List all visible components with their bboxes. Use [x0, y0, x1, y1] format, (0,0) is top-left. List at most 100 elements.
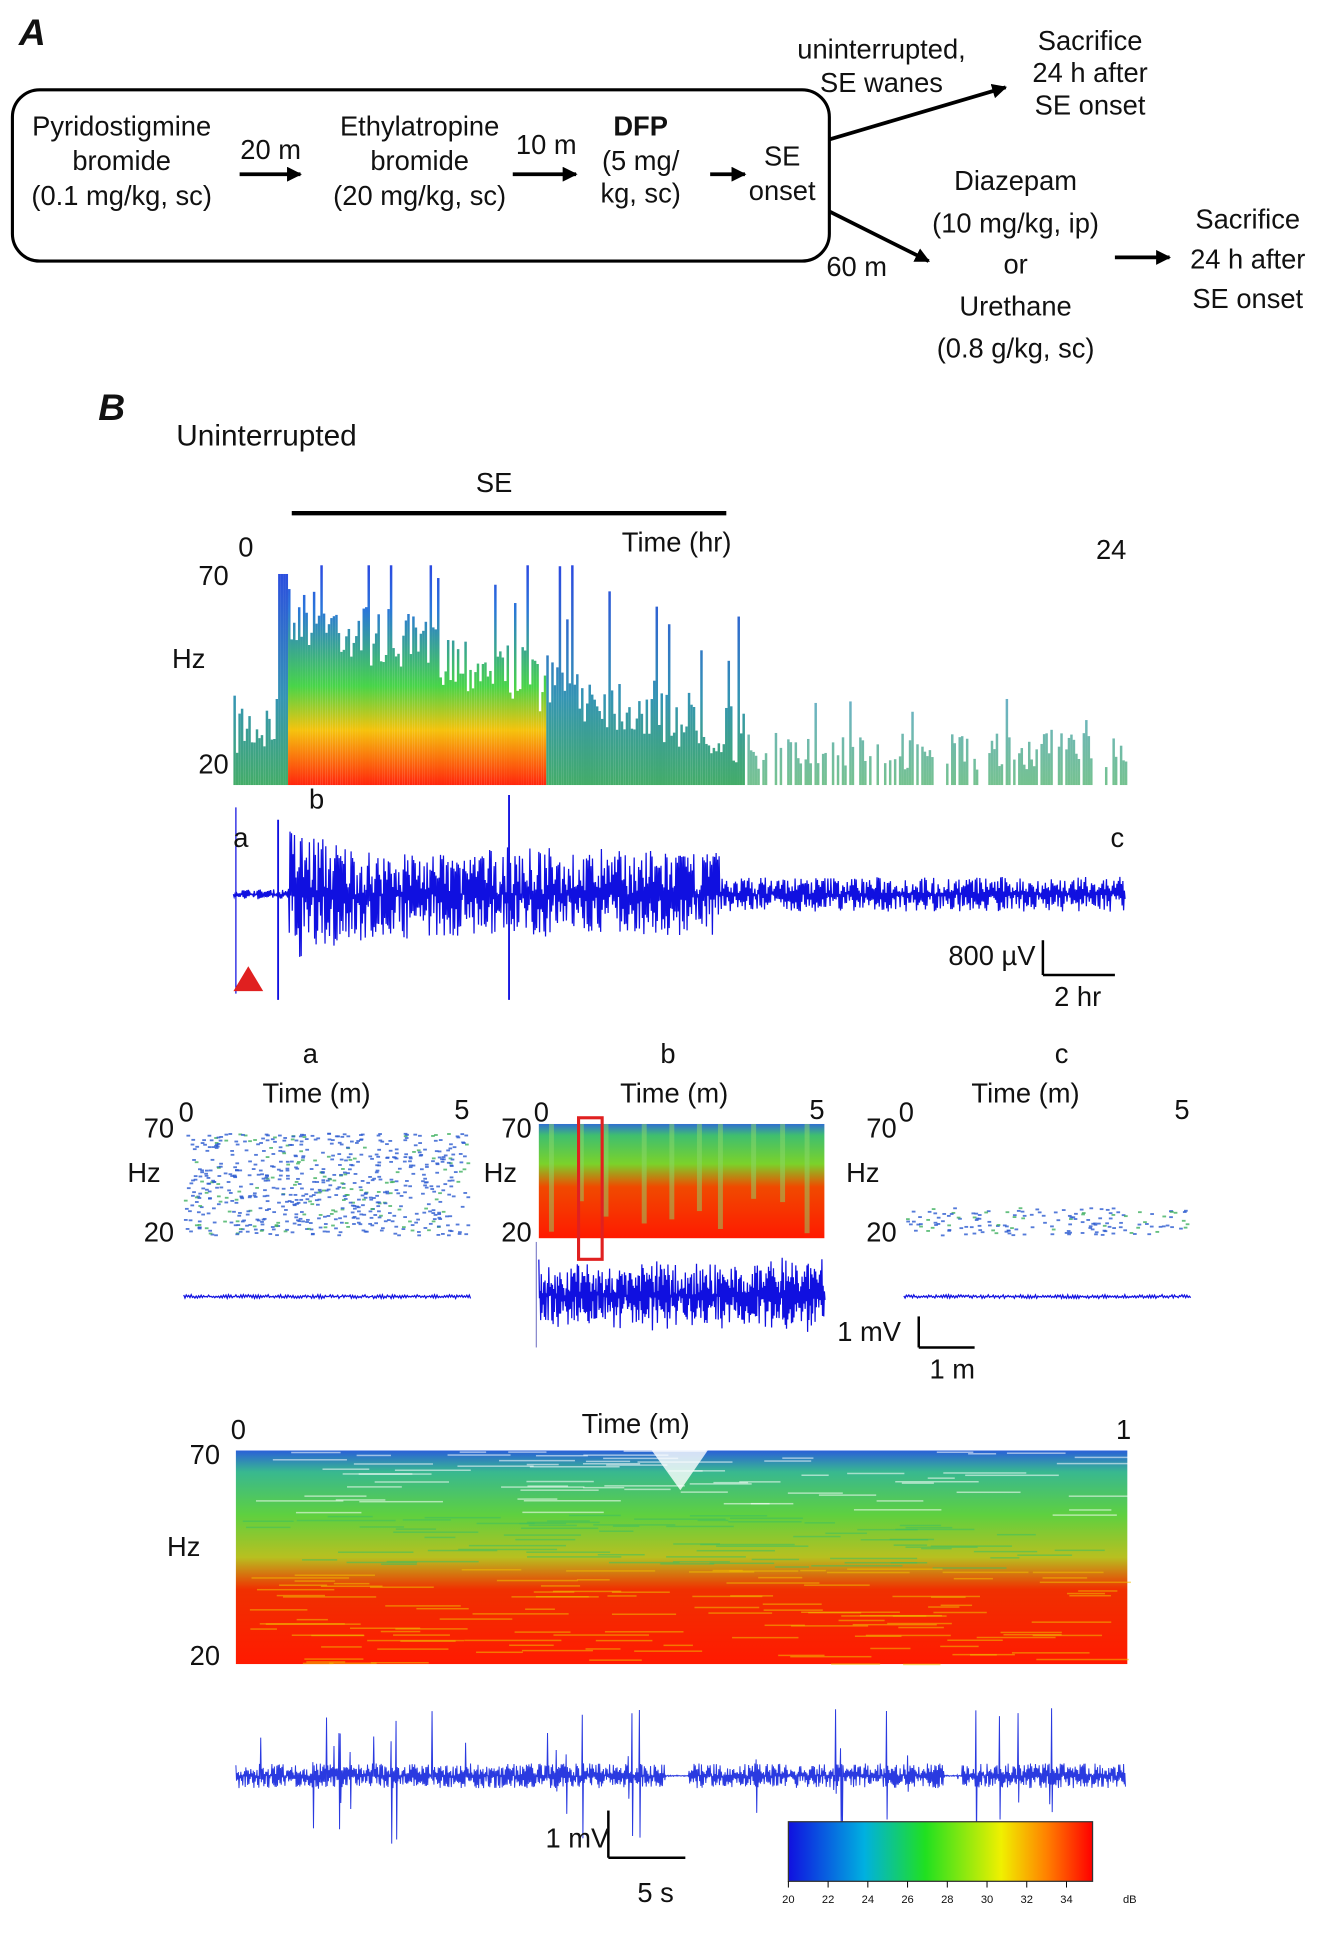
spectrogram-streak [893, 1544, 928, 1546]
spectrogram-dot [346, 1135, 351, 1138]
spectrogram-dot [310, 1203, 315, 1206]
spectrogram-dot [237, 1190, 242, 1193]
spectrogram-dot [448, 1215, 453, 1218]
spectrogram-streak [476, 1522, 535, 1525]
spectrogram-dot [369, 1216, 374, 1219]
spectrogram-dot [459, 1161, 464, 1164]
spectrogram-column [658, 724, 661, 786]
spectrogram-streak [790, 1655, 872, 1658]
spectrogram-dot [1149, 1225, 1154, 1228]
spectrogram-column [404, 620, 408, 786]
spectrogram-dot [431, 1135, 435, 1137]
spectrogram-column [787, 739, 790, 786]
spectrogram-dot [197, 1226, 202, 1229]
spectrogram-stripe [780, 1123, 786, 1203]
spectrogram-dot [1007, 1232, 1012, 1235]
scale-label: 1 m [930, 1353, 976, 1384]
spectrogram-dot [331, 1154, 335, 1157]
spectrogram-streak [603, 1457, 679, 1460]
spectrogram-column [754, 755, 758, 786]
spectrogram-dot [242, 1219, 246, 1222]
spectrogram-dot [346, 1156, 351, 1159]
spectrogram-dot [449, 1185, 454, 1188]
spectrogram-dot [275, 1187, 280, 1190]
layout: A Pyridostigmine bromide (0.1 mg/kg, sc) Eth… [10, 11, 1305, 1908]
spectrogram-dot [273, 1140, 277, 1143]
axis-tick: 70 [190, 1439, 220, 1470]
spectrogram-dot [974, 1212, 979, 1215]
spectrogram-dot [383, 1202, 388, 1205]
spectrogram-column [340, 651, 343, 786]
spectrogram-dot [302, 1136, 307, 1138]
spectrogram-streak [689, 1483, 752, 1485]
spectrogram-column [536, 664, 539, 786]
axis-tick: 0 [231, 1414, 246, 1445]
spectrogram-dot [1097, 1222, 1101, 1225]
spectrogram-dot [926, 1230, 930, 1232]
spectrogram-column [965, 738, 969, 786]
spectrogram-column [367, 565, 370, 786]
spectrogram-dot [403, 1191, 407, 1194]
spectrogram-dot [1137, 1223, 1142, 1226]
spectrogram-dot [235, 1169, 239, 1171]
spectrogram-dot [447, 1234, 451, 1237]
spectrogram-streak [528, 1524, 577, 1527]
spectrogram-column [685, 726, 688, 786]
spectrogram-streak [525, 1608, 555, 1610]
spectrogram-dot [193, 1175, 198, 1178]
spectrogram-dot [248, 1195, 252, 1197]
spectrogram-dot [364, 1230, 369, 1233]
spectrogram-dot [270, 1138, 275, 1141]
treatment-label: Urethane [959, 291, 1071, 322]
spectrogram-dot [248, 1160, 252, 1163]
spectrogram-dot [276, 1221, 281, 1224]
spectrogram-column [1075, 753, 1078, 786]
spectrogram-dot [1037, 1211, 1042, 1214]
spectrogram-streak [990, 1557, 1020, 1559]
spectrogram-column [511, 698, 514, 786]
spectrogram-streak [380, 1630, 421, 1633]
spectrogram-dot [337, 1186, 342, 1189]
spectrogram-dot [447, 1193, 452, 1196]
spectrogram-dot [391, 1180, 395, 1183]
spectrogram-column [449, 680, 452, 786]
spectrogram-streak [672, 1561, 730, 1563]
spectrogram-dot [378, 1133, 382, 1135]
spectrogram-column [804, 759, 808, 786]
spectrogram-streak [666, 1525, 734, 1528]
spectrogram-dot [343, 1173, 348, 1176]
spectrogram-dot [306, 1218, 310, 1221]
colorbar-tick-label: 32 [1021, 1894, 1033, 1906]
spectrogram-dot [369, 1198, 374, 1201]
spectrogram-dot [233, 1175, 237, 1178]
spectrogram-column [414, 627, 418, 786]
spectrogram-dot [385, 1190, 390, 1193]
spectrogram-dot [448, 1157, 453, 1160]
spectrogram-streak [350, 1627, 421, 1629]
spectrogram-column [1035, 749, 1038, 786]
spectrogram-column [576, 674, 579, 786]
spectrogram-streak [604, 1631, 684, 1633]
spectrogram-dot [247, 1174, 252, 1177]
spectrogram-dot [1018, 1207, 1023, 1210]
spectrogram-dot [370, 1208, 375, 1210]
spectrogram-column [307, 645, 311, 786]
spectrogram-dot [1073, 1218, 1078, 1220]
spectrogram-streak [272, 1459, 347, 1461]
spectrogram-dot [183, 1219, 188, 1221]
spectrogram-dot [376, 1155, 381, 1158]
spectrogram-dot [1088, 1227, 1093, 1229]
spectrogram-streak [370, 1586, 434, 1588]
axis-tick: 0 [899, 1096, 914, 1127]
spectrogram-streak [337, 1551, 414, 1553]
spectrogram-column [695, 730, 698, 786]
spectrogram-dot [949, 1213, 954, 1215]
spectrogram-streak [553, 1634, 650, 1636]
spectrogram-dot [246, 1210, 251, 1213]
spectrogram-dot [294, 1181, 299, 1183]
spectrogram-dot [463, 1192, 468, 1194]
spectrogram-streak [751, 1558, 800, 1561]
spectrogram-dot [1173, 1211, 1178, 1214]
spectrogram-dot [378, 1178, 383, 1181]
spectrogram-dot [1170, 1226, 1174, 1229]
